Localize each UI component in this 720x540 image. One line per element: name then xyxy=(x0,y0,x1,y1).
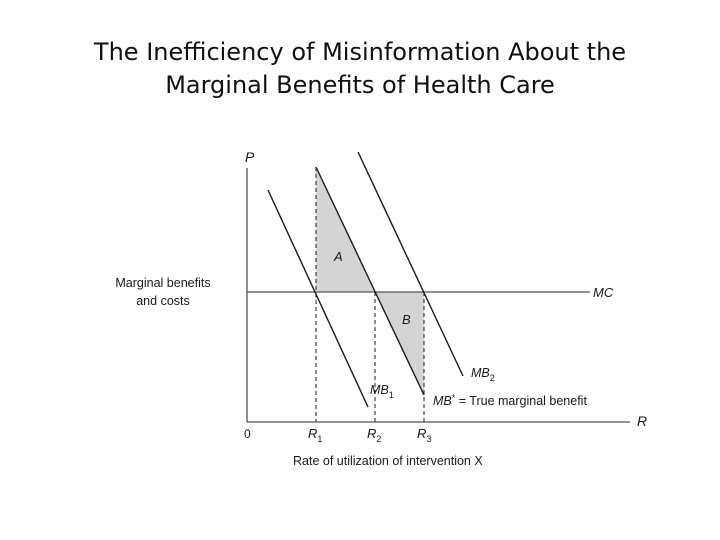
y-axis-label: P xyxy=(245,149,255,165)
x-axis-title: Rate of utilization of intervention X xyxy=(293,454,483,468)
mb2-label: MB2 xyxy=(471,366,495,383)
mbstar-label: MB* = True marginal benefit xyxy=(433,393,587,408)
y-axis-title-line-1: Marginal benefits xyxy=(115,276,210,290)
area-a-label: A xyxy=(333,249,343,264)
mbstar-curve xyxy=(315,166,425,396)
tick-r2: R2 xyxy=(367,426,381,444)
title-line-2: Marginal Benefits of Health Care xyxy=(165,71,555,99)
origin-label: 0 xyxy=(244,427,251,441)
mb1-label: MB1 xyxy=(370,383,394,400)
title-line-1: The Inefficiency of Misinformation About… xyxy=(93,38,627,66)
tick-r1: R1 xyxy=(308,426,322,444)
tick-r3: R3 xyxy=(417,426,431,444)
mb1-curve xyxy=(267,189,369,408)
y-axis-title-line-2: and costs xyxy=(136,294,190,308)
area-b-label: B xyxy=(402,312,411,327)
mc-label: MC xyxy=(593,285,614,300)
mb2-curve xyxy=(357,151,464,377)
slide-title: The Inefficiency of Misinformation About… xyxy=(0,36,720,102)
x-axis-label: R xyxy=(637,413,647,429)
